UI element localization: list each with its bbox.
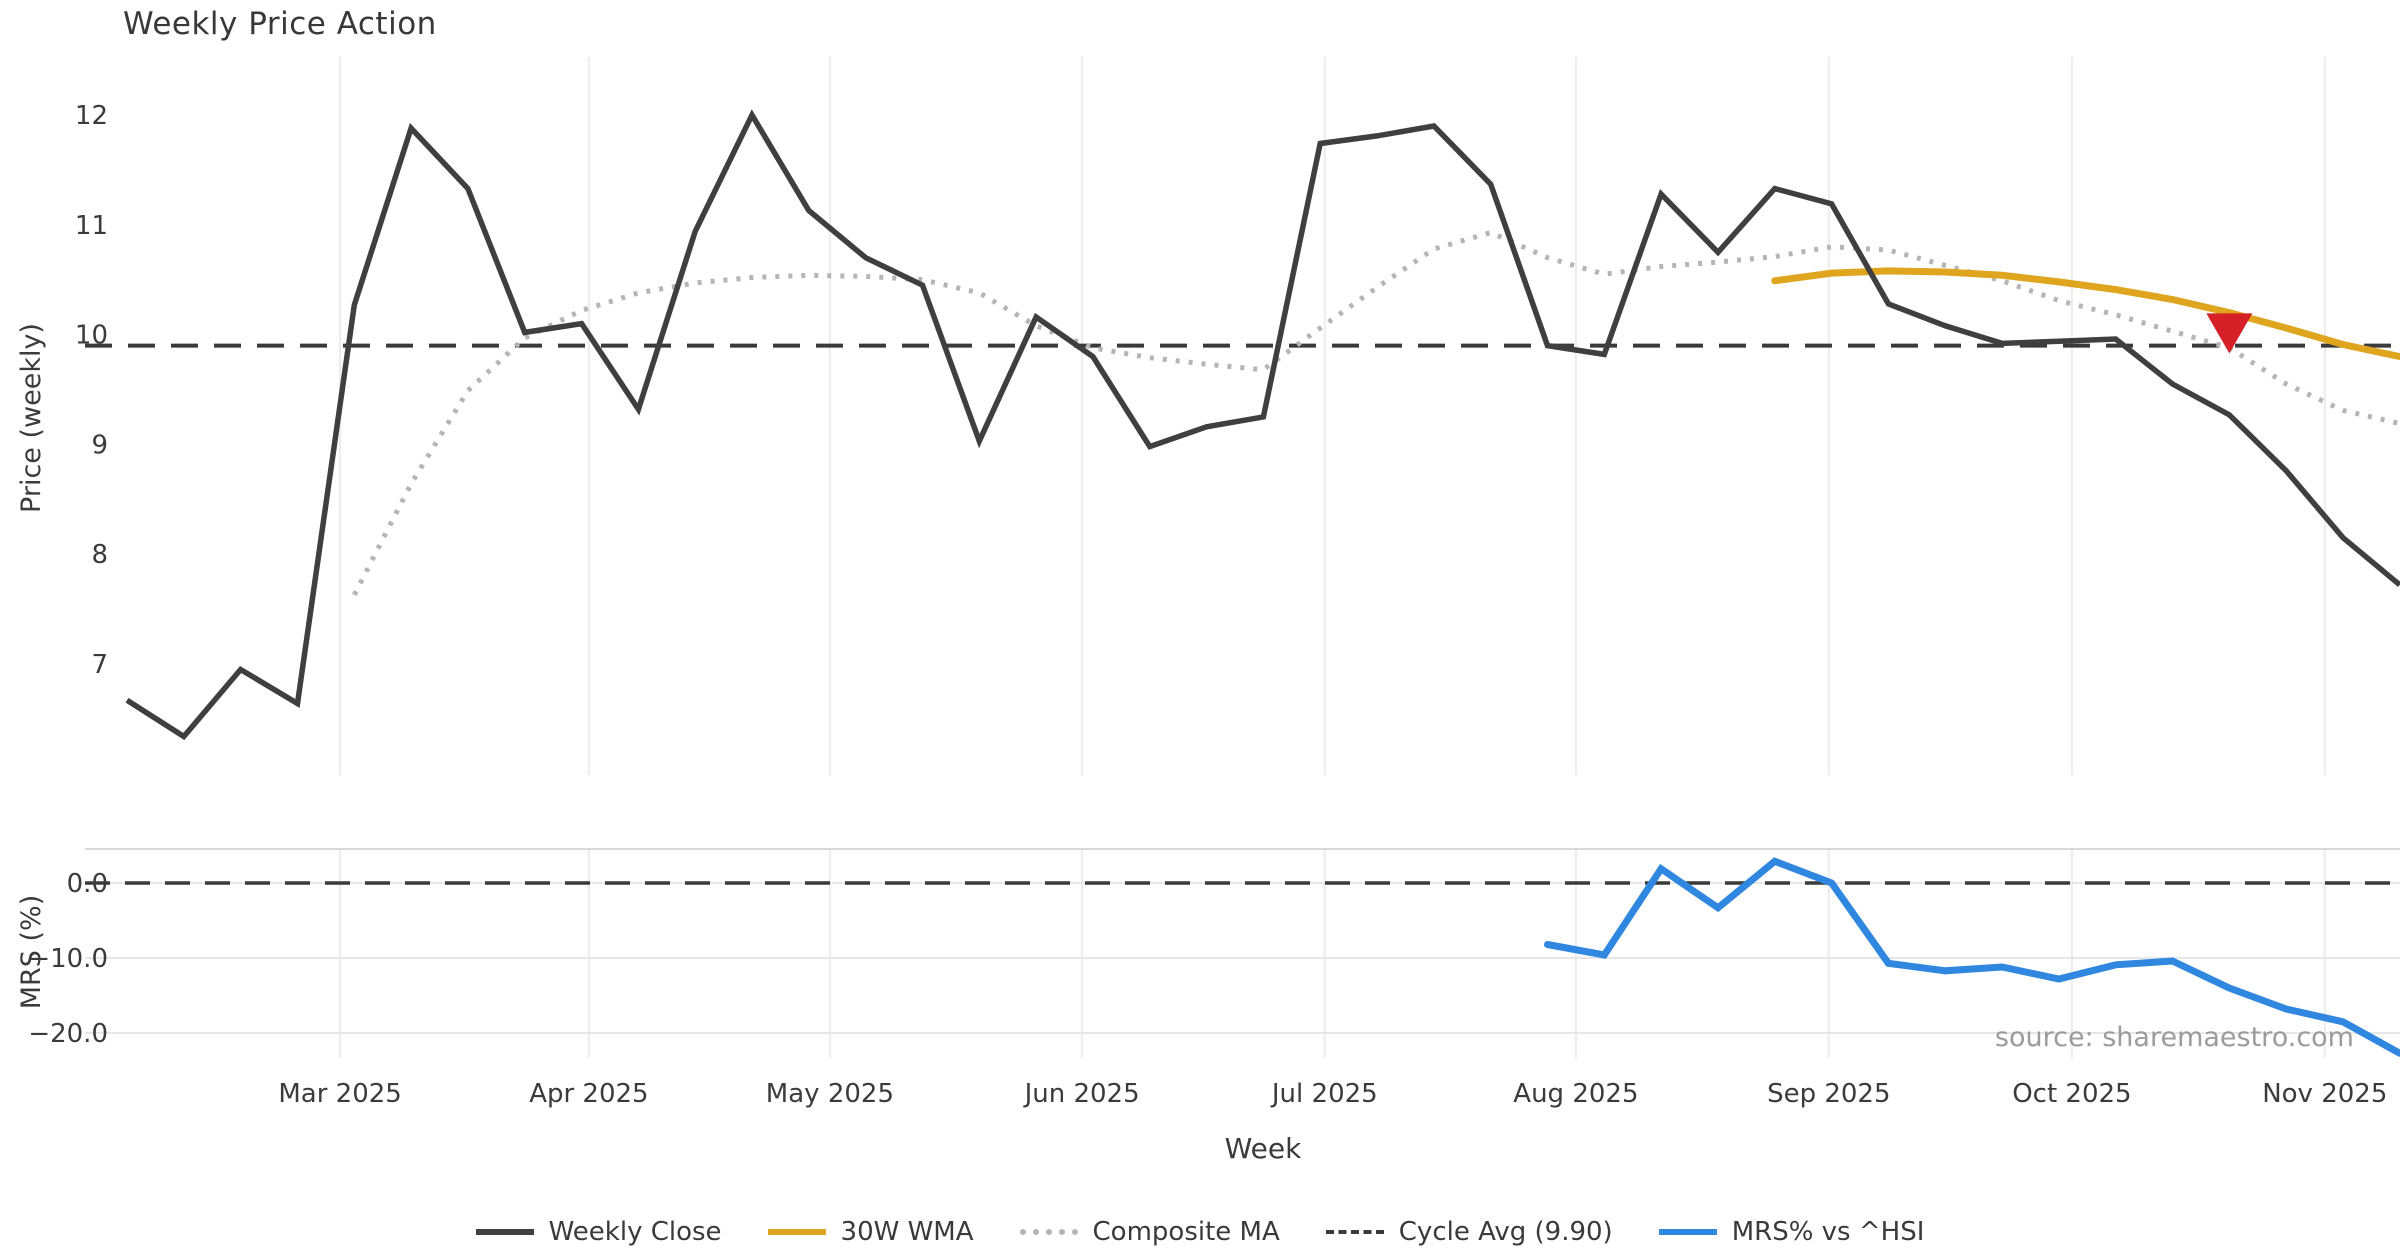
month-tick-label: Jul 2025 [1270,1079,1378,1109]
legend-label: Weekly Close [548,1217,722,1247]
price-tick-label: 11 [75,211,108,241]
price-tick-label: 10 [75,321,108,351]
source-attribution: source: sharemaestro.com [1994,1022,2354,1053]
mrs-line [1544,857,2400,1057]
price-tick-label: 12 [75,101,108,131]
month-tick-label: Oct 2025 [2012,1079,2131,1109]
mrs-tick-label: −10.0 [28,944,108,974]
legend-label: 30W WMA [840,1217,974,1247]
price-tick-label: 7 [91,650,108,680]
price-axis-title: Price (weekly) [16,323,47,513]
month-tick-label: Nov 2025 [2262,1079,2387,1109]
legend-item-mrs: MRS% vs ^HSI [1658,1217,1925,1247]
month-tick-label: Aug 2025 [1513,1079,1638,1109]
month-tick-label: Mar 2025 [278,1079,402,1109]
wma-line-swatch-icon [767,1229,826,1235]
mrs-axis-title: MRS (%) [16,895,47,1010]
cycle-avg-dashed-swatch-icon [1325,1230,1384,1234]
gridline-layer [85,57,2400,1058]
sell-signal-marker-icon [2206,313,2253,354]
weekly-close-line-swatch-icon [475,1229,534,1235]
price-tick-label: 9 [91,430,108,460]
chart-title: Weekly Price Action [123,6,437,42]
legend-label: Composite MA [1092,1217,1280,1247]
legend-item-30w-wma: 30W WMA [767,1217,974,1247]
composite-ma-dotted-swatch-icon [1019,1229,1078,1235]
legend-item-composite-ma: Composite MA [1019,1217,1280,1247]
month-tick-label: Sep 2025 [1767,1079,1890,1109]
tick-label-layer: Mar 2025 Apr 2025 May 2025 Jun 2025 Jul 2025… [28,101,2387,1109]
chart-legend: Weekly Close 30W WMA Composite MA Cycle … [0,1208,2400,1256]
mrs-tick-label: −20.0 [28,1019,108,1049]
month-tick-label: Apr 2025 [529,1079,648,1109]
price-tick-label: 8 [91,540,108,570]
wma-30w-line [1771,267,2400,361]
week-axis-title: Week [1225,1132,1302,1165]
mrs-line-swatch-icon [1658,1229,1717,1235]
legend-label: Cycle Avg (9.90) [1398,1217,1613,1247]
series-layer [85,109,2400,1057]
legend-item-cycle-avg: Cycle Avg (9.90) [1325,1217,1613,1247]
mrs-tick-label: 0.0 [67,869,108,899]
weekly-close-line [125,109,2400,741]
legend-item-weekly-close: Weekly Close [475,1217,722,1247]
legend-label: MRS% vs ^HSI [1731,1217,1925,1247]
month-tick-label: Jun 2025 [1023,1079,1140,1109]
month-tick-label: May 2025 [766,1079,894,1109]
